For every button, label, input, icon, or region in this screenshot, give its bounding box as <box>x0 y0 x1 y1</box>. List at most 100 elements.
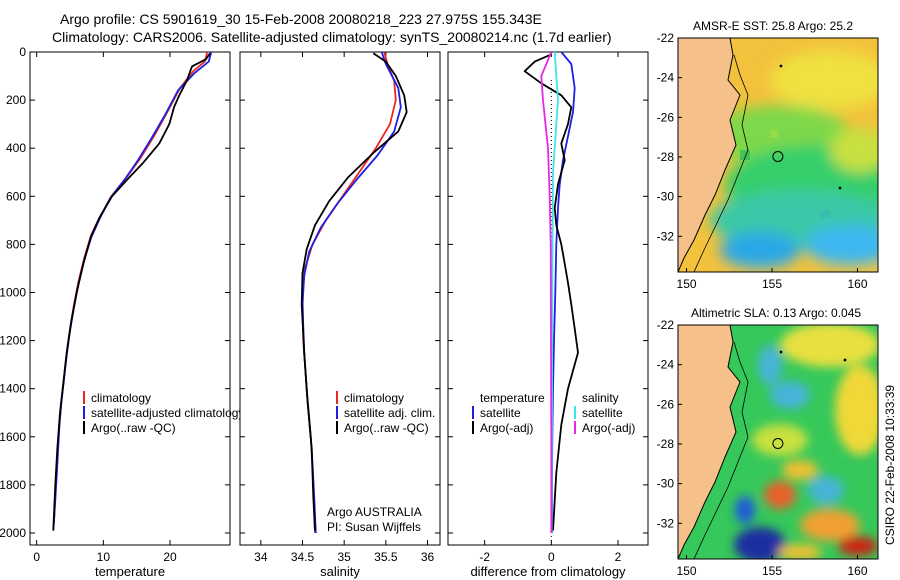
x-tick-label: 35.5 <box>374 550 398 564</box>
difference-ticks: -2 0 2 <box>448 51 648 564</box>
legend-label-satellite-adjusted: satellite-adjusted climatology <box>91 406 244 420</box>
difference-panel: -2 0 2 difference from climatology tempera… <box>447 51 649 579</box>
map-y-tick-label: -28 <box>657 437 675 451</box>
title-line-1: Argo profile: CS 5901619_30 15-Feb-2008 … <box>60 11 542 27</box>
sst-map-frame <box>677 37 879 273</box>
shelf-contour <box>693 54 749 272</box>
y-tick-label: 400 <box>6 141 26 155</box>
map-y-tick-label: -30 <box>657 190 675 204</box>
legend-label-temp-satellite: satellite <box>480 406 521 420</box>
x-tick-label: 2 <box>615 550 622 564</box>
salinity-xlabel: salinity <box>320 564 360 579</box>
salinity-legend: climatology satellite adj. clim. Argo(..… <box>336 391 435 435</box>
series-line-temperature-argo-adj- <box>523 53 579 531</box>
x-tick-label: 34.5 <box>291 550 315 564</box>
series-line-argo-raw-qc- <box>300 52 408 531</box>
credit-timestamp: CSIRO 22-Feb-2008 10:33:39 <box>883 385 897 545</box>
y-tick-label: 1800 <box>0 478 26 492</box>
map-y-tick-label: -24 <box>657 71 675 85</box>
temperature-ticks: 0 10 2002004006008001000120014001600180020… <box>0 45 230 564</box>
title-line-2: Climatology: CARS2006. Satellite-adjuste… <box>52 29 612 45</box>
map-y-tick-label: -26 <box>657 110 675 124</box>
map-x-tick-label: 150 <box>677 277 697 291</box>
map-y-tick-label: -30 <box>657 477 675 491</box>
island-dot <box>779 350 783 354</box>
map-x-tick-label: 155 <box>762 277 782 291</box>
sla-map-title: Altimetric SLA: 0.13 Argo: 0.045 <box>691 306 861 320</box>
x-tick-label: 36 <box>421 550 435 564</box>
x-tick-label: -2 <box>479 550 490 564</box>
difference-xlabel: difference from climatology <box>470 564 626 579</box>
temperature-legend: climatology satellite-adjusted climatolo… <box>83 391 244 435</box>
pi-annotation: PI: Susan Wijffels <box>327 520 421 534</box>
sla-map-panel: Altimetric SLA: 0.13 Argo: 0.045 <box>657 306 879 578</box>
y-tick-label: 800 <box>6 237 26 251</box>
island-dot <box>779 64 783 68</box>
x-tick-label: 35 <box>337 550 351 564</box>
legend-header-temperature: temperature <box>480 391 545 405</box>
salinity-axes-frame <box>239 51 441 546</box>
sla-map-frame <box>677 324 879 560</box>
x-tick-label: 0 <box>33 550 40 564</box>
sst-map-panel: AMSR-E SST: 25.8 Argo: 25.2 150 155 160 -22… <box>657 19 879 291</box>
legend-label-sal-argo: Argo(-adj) <box>582 421 635 435</box>
map-y-tick-label: -26 <box>657 397 675 411</box>
sla-map-ticks: 150 155 160 -22 -24 -26 -28 -30 -32 <box>657 318 868 578</box>
island-dot <box>838 186 842 190</box>
map-y-tick-label: -22 <box>657 31 675 45</box>
y-tick-label: 2000 <box>0 526 26 540</box>
map-x-tick-label: 160 <box>847 564 867 578</box>
y-tick-label: 1000 <box>0 285 26 299</box>
legend-label-temp-argo: Argo(-adj) <box>480 421 533 435</box>
shelf-contour <box>693 341 749 559</box>
map-x-tick-label: 155 <box>762 564 782 578</box>
series-line-salinity-satellite <box>550 52 559 534</box>
legend-label-argo: Argo(..raw -QC) <box>91 421 176 435</box>
legend-label-sal-satellite: satellite <box>582 406 623 420</box>
x-tick-label: 20 <box>163 550 177 564</box>
map-y-tick-label: -28 <box>657 150 675 164</box>
map-x-tick-label: 150 <box>677 564 697 578</box>
sst-map-ticks: 150 155 160 -22 -24 -26 -28 -30 -32 <box>657 31 868 291</box>
legend-label-climatology: climatology <box>344 391 404 405</box>
series-line-argo-raw-qc- <box>52 52 211 531</box>
map-y-tick-label: -32 <box>657 516 675 530</box>
salinity-ticks: 34 34.5 35 35.5 36 <box>240 51 440 564</box>
series-line-salinity-argo-adj- <box>540 52 553 533</box>
y-tick-label: 1200 <box>0 334 26 348</box>
difference-lines <box>523 52 579 534</box>
temperature-panel: 0 10 2002004006008001000120014001600180020… <box>0 45 244 579</box>
temperature-lines <box>52 52 213 531</box>
salinity-panel: 34 34.5 35 35.5 36 salinity climatology sate… <box>239 51 441 579</box>
sst-map-title: AMSR-E SST: 25.8 Argo: 25.2 <box>693 19 853 33</box>
x-tick-label: 0 <box>548 550 555 564</box>
australia-coast <box>678 38 741 272</box>
sla-map-image <box>678 325 878 559</box>
y-tick-label: 0 <box>19 45 26 59</box>
island-dot <box>843 358 847 362</box>
temperature-axes-frame <box>29 51 231 546</box>
map-y-tick-label: -24 <box>657 358 675 372</box>
salinity-lines <box>300 52 408 534</box>
y-tick-label: 1400 <box>0 382 26 396</box>
difference-legend: temperature satellite Argo(-adj) salinit… <box>472 391 635 435</box>
map-y-tick-label: -32 <box>657 229 675 243</box>
y-tick-label: 1600 <box>0 430 26 444</box>
australia-coast <box>678 325 741 559</box>
temperature-xlabel: temperature <box>95 564 165 579</box>
map-x-tick-label: 160 <box>847 277 867 291</box>
y-tick-label: 600 <box>6 189 26 203</box>
legend-header-salinity: salinity <box>582 391 619 405</box>
difference-axes-frame <box>447 51 649 546</box>
legend-label-argo: Argo(..raw -QC) <box>344 421 429 435</box>
x-tick-label: 34 <box>254 550 268 564</box>
sst-map-image <box>678 38 878 272</box>
argo-float-marker <box>772 438 784 449</box>
x-tick-label: 10 <box>97 550 111 564</box>
legend-label-climatology: climatology <box>91 391 151 405</box>
argo-float-marker <box>772 151 784 162</box>
y-tick-label: 200 <box>6 93 26 107</box>
map-y-tick-label: -22 <box>657 318 675 332</box>
legend-label-satellite-adj: satellite adj. clim. <box>344 406 435 420</box>
